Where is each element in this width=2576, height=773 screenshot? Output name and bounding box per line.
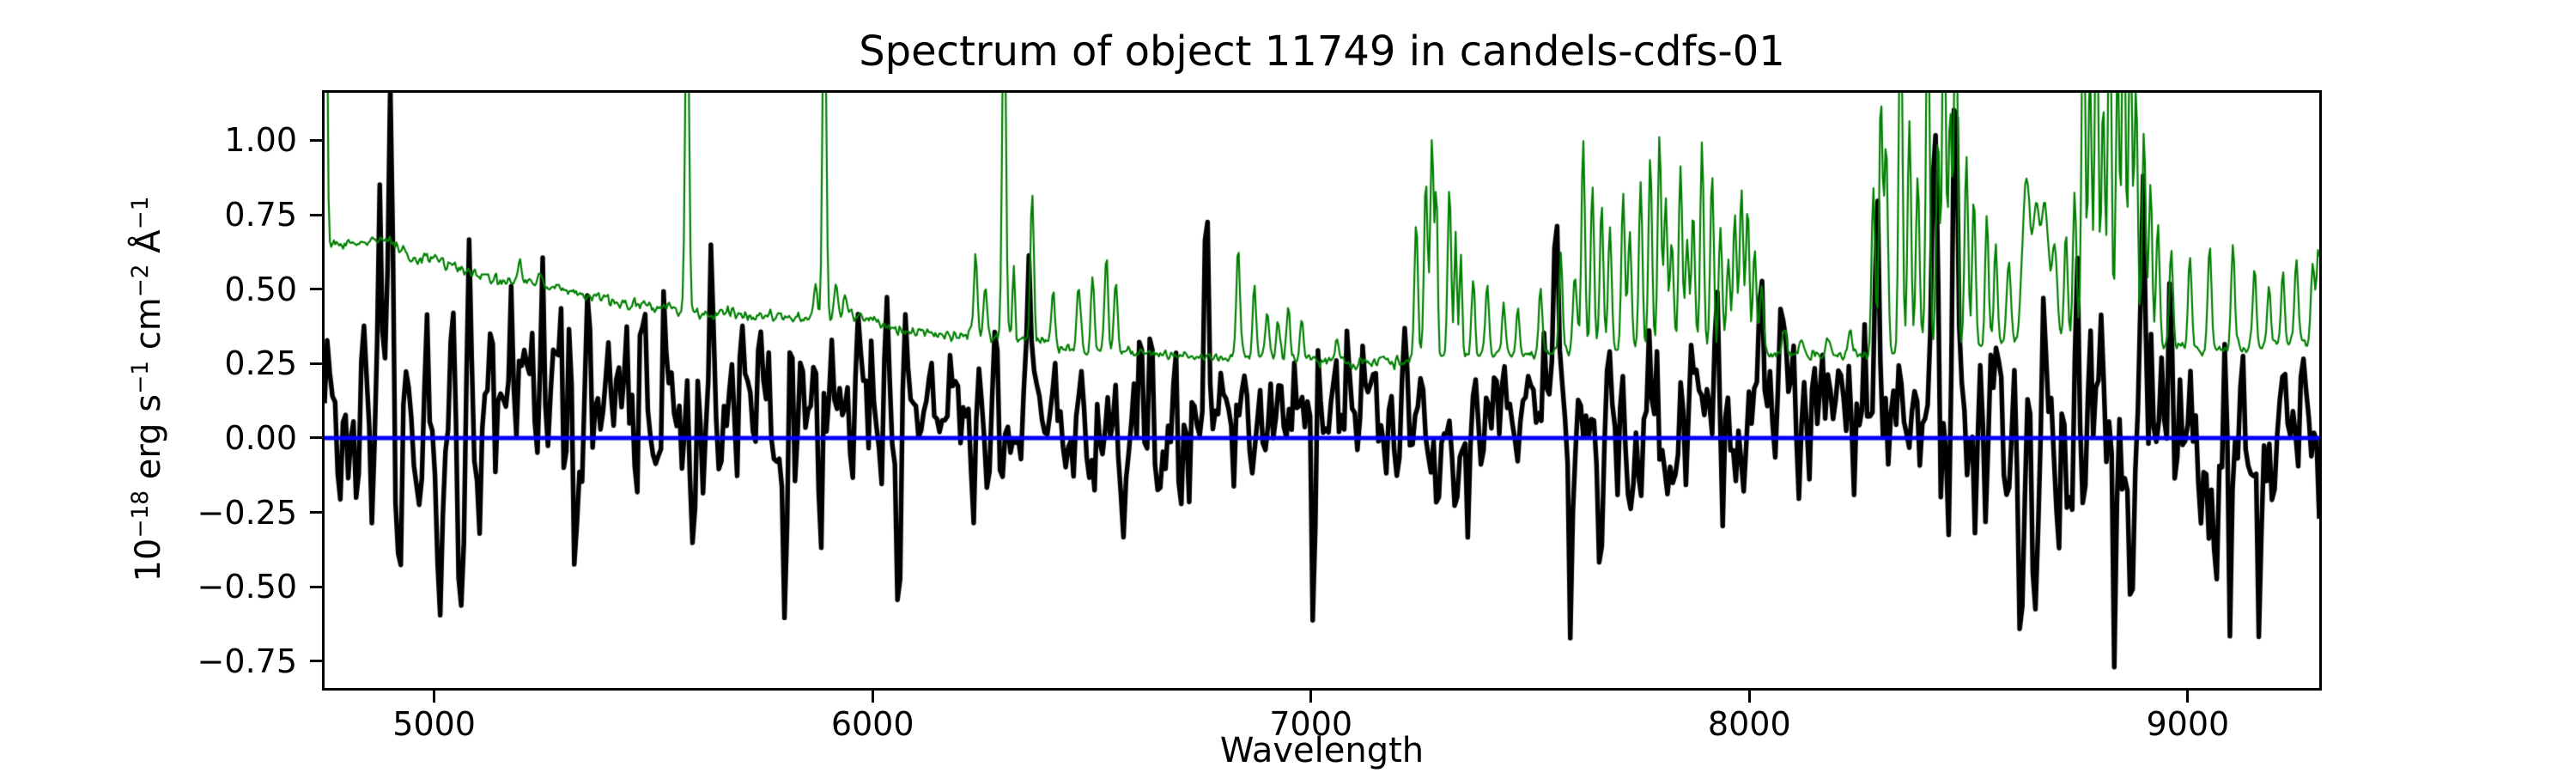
y-tick [310, 362, 322, 365]
y-tick [310, 511, 322, 514]
x-tick [1747, 691, 1751, 703]
y-tick-label: 0.00 [224, 418, 297, 457]
ylabel-text: Å [129, 229, 169, 265]
y-tick [310, 213, 322, 216]
x-tick-label: 6000 [830, 705, 914, 743]
chart-title: Spectrum of object 11749 in candels-cdfs… [859, 27, 1785, 76]
y-tick-label: 1.00 [224, 121, 297, 160]
x-tick [1309, 691, 1313, 703]
y-tick [310, 436, 322, 440]
plot-area [322, 90, 2322, 691]
x-tick [433, 691, 436, 703]
y-tick-label: 0.25 [224, 344, 297, 383]
y-tick [310, 585, 322, 588]
x-tick-label: 7000 [1269, 705, 1353, 743]
spectrum-canvas [325, 93, 2319, 688]
y-tick-label: 0.50 [224, 270, 297, 308]
x-tick [2186, 691, 2190, 703]
y-tick-label: −0.25 [197, 493, 297, 532]
x-tick-label: 8000 [1707, 705, 1791, 743]
y-tick [310, 138, 322, 142]
y-tick [310, 660, 322, 663]
x-tick-label: 9000 [2146, 705, 2230, 743]
y-tick [310, 288, 322, 291]
x-axis-label: Wavelength [1219, 731, 1425, 770]
y-tick-label: −0.75 [197, 642, 297, 680]
x-tick [871, 691, 874, 703]
x-tick-label: 5000 [392, 705, 476, 743]
y-tick-label: −0.50 [197, 568, 297, 606]
y-tick-label: 0.75 [224, 196, 297, 234]
